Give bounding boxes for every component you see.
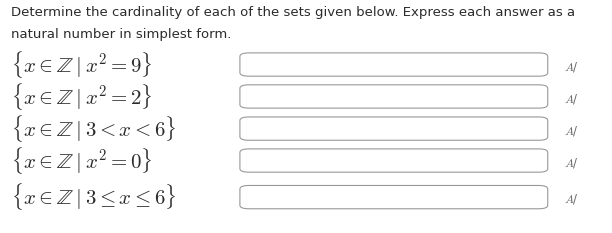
FancyBboxPatch shape <box>240 185 548 209</box>
Text: $\mathit{A}$/: $\mathit{A}$/ <box>564 124 579 138</box>
FancyBboxPatch shape <box>240 53 548 76</box>
FancyBboxPatch shape <box>240 85 548 108</box>
Text: $\mathit{A}$/: $\mathit{A}$/ <box>564 92 579 106</box>
Text: $\mathit{A}$/: $\mathit{A}$/ <box>564 60 579 74</box>
FancyBboxPatch shape <box>240 117 548 140</box>
Text: natural number in simplest form.: natural number in simplest form. <box>11 28 231 41</box>
Text: $\{x \in \mathbb{Z}\mid 3 < x < 6\}$: $\{x \in \mathbb{Z}\mid 3 < x < 6\}$ <box>11 113 176 144</box>
Text: $\mathit{A}$/: $\mathit{A}$/ <box>564 156 579 170</box>
Text: $\{x \in \mathbb{Z}\mid x^2 = 2\}$: $\{x \in \mathbb{Z}\mid x^2 = 2\}$ <box>11 81 152 112</box>
Text: $\{x \in \mathbb{Z}\mid x^2 = 9\}$: $\{x \in \mathbb{Z}\mid x^2 = 9\}$ <box>11 49 152 80</box>
Text: $\mathit{A}$/: $\mathit{A}$/ <box>564 192 579 206</box>
FancyBboxPatch shape <box>240 149 548 172</box>
Text: $\{x \in \mathbb{Z}\mid x^2 = 0\}$: $\{x \in \mathbb{Z}\mid x^2 = 0\}$ <box>11 145 152 176</box>
Text: $\{x \in \mathbb{Z}\mid 3 \leq x \leq 6\}$: $\{x \in \mathbb{Z}\mid 3 \leq x \leq 6\… <box>11 181 176 212</box>
Text: Determine the cardinality of each of the sets given below. Express each answer a: Determine the cardinality of each of the… <box>11 6 575 19</box>
